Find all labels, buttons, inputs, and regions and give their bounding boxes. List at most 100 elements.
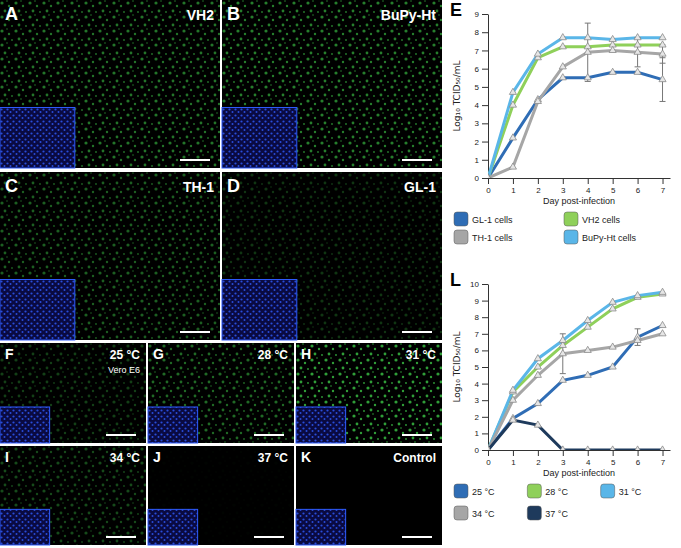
tick: 1: [475, 156, 488, 165]
y-axis: 012345678910: [470, 280, 488, 455]
legend-item: 37 °C: [527, 506, 568, 520]
tick-mark: [613, 178, 614, 184]
tick-label: 1: [475, 429, 480, 438]
tick-mark: [538, 178, 539, 184]
marker: [609, 46, 616, 52]
marker: [534, 363, 541, 369]
scale-bar: [180, 331, 210, 333]
tick: 0: [475, 174, 488, 183]
marker: [634, 41, 641, 47]
tick: 2: [536, 450, 541, 467]
marker: [559, 63, 566, 69]
legend-swatch: [564, 212, 578, 226]
error-bar-cap: [560, 333, 566, 334]
x-axis-title: Day post-infection: [543, 468, 615, 478]
panel-letter: J: [153, 449, 161, 465]
panel-background: [0, 0, 220, 168]
error-bar-cap: [635, 66, 641, 67]
tick-mark: [613, 450, 614, 456]
tick-label: 1: [475, 156, 480, 165]
panel-letter: G: [153, 346, 164, 362]
legend-label: GL-1 cells: [472, 215, 513, 225]
axis-line: [489, 178, 671, 179]
fluorescence: [148, 446, 294, 545]
tick: 2: [536, 178, 541, 195]
legend-label: 34 °C: [472, 509, 495, 519]
marker: [634, 48, 641, 54]
scale-bar: [106, 434, 136, 436]
error-bar: [585, 23, 591, 81]
marker: [488, 174, 492, 178]
marker: [659, 34, 666, 40]
inset-background: [0, 108, 75, 168]
tick-mark: [482, 334, 488, 335]
tick-mark: [482, 142, 488, 143]
marker: [659, 50, 666, 56]
marker: [584, 371, 591, 377]
marker: [509, 134, 516, 140]
fluorescence: [0, 446, 146, 545]
panel-label: TH-1: [183, 179, 214, 195]
image-panel: I34 °C: [0, 446, 146, 545]
error-bar-cap: [635, 345, 641, 346]
tick-mark: [588, 450, 589, 456]
marker: [559, 350, 566, 356]
inset-background: [148, 407, 198, 443]
tick: 3: [475, 119, 488, 128]
legend-swatch: [454, 506, 468, 520]
tick: 5: [475, 363, 488, 372]
tick-mark: [482, 417, 488, 418]
tick-mark: [538, 450, 539, 456]
tick: 2: [475, 413, 488, 422]
tick-mark: [488, 178, 489, 184]
legend-label: 25 °C: [472, 487, 495, 497]
tick-mark: [482, 400, 488, 401]
tick: 8: [475, 313, 488, 322]
tick: 4: [475, 380, 488, 389]
panel-background: [0, 446, 146, 545]
tick-label: 6: [636, 186, 641, 195]
legend-label: BuPy-Ht cells: [582, 233, 637, 243]
tick-label: 5: [611, 458, 616, 467]
scale-bar: [402, 159, 432, 161]
tick-label: 3: [475, 119, 480, 128]
tick: 0: [475, 446, 488, 455]
tick-mark: [482, 284, 488, 285]
marker: [509, 416, 516, 422]
tick: 6: [475, 65, 488, 74]
inset-nuclei: [296, 407, 346, 443]
chart: E012345670123456789Day post-infectionLog…: [450, 0, 671, 244]
x-axis-title: Day post-infection: [543, 196, 615, 206]
tick-mark: [663, 450, 664, 456]
marker: [534, 355, 541, 361]
inset-nuclei: [296, 509, 346, 545]
tick-label: 7: [475, 47, 480, 56]
tick: 9: [475, 10, 488, 19]
series-line: [488, 326, 663, 451]
tick-mark: [588, 178, 589, 184]
series-line: [488, 38, 663, 178]
marker: [659, 75, 666, 81]
inset-background: [296, 509, 346, 545]
error-bar: [635, 329, 641, 346]
inset-background: [0, 280, 75, 340]
marker: [584, 323, 591, 329]
tick-label: 0: [486, 186, 491, 195]
image-panel: H31 °C: [296, 343, 442, 443]
marker: [609, 68, 616, 74]
legend-label: VH2 cells: [582, 215, 621, 225]
marker: [659, 330, 666, 336]
marker: [509, 101, 516, 107]
tick-label: 4: [475, 380, 480, 389]
panel-label: BuPy-Ht: [381, 7, 437, 23]
tick: 3: [561, 178, 566, 195]
fluorescence: [222, 172, 442, 340]
legend-label: 37 °C: [545, 509, 568, 519]
marker: [559, 74, 566, 80]
legend-item: 28 °C: [527, 484, 568, 498]
marker: [509, 163, 516, 169]
marker: [634, 34, 641, 40]
tick-mark: [482, 69, 488, 70]
tick-label: 5: [611, 186, 616, 195]
panel-label: 37 °C: [258, 451, 288, 465]
